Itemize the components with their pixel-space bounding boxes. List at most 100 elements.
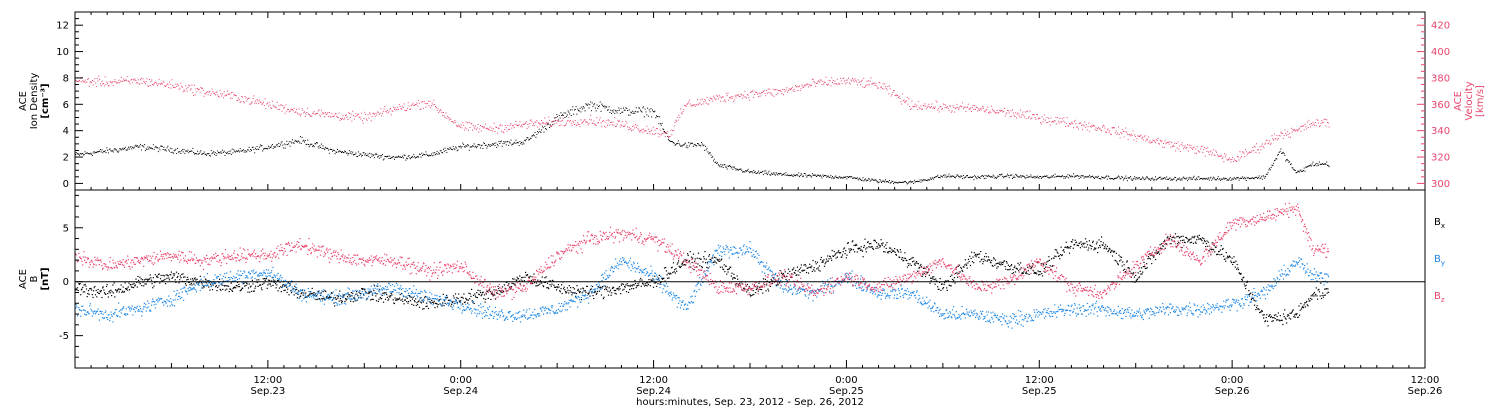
data-point bbox=[830, 85, 832, 87]
data-point bbox=[295, 139, 297, 141]
data-point bbox=[437, 304, 439, 306]
data-point bbox=[549, 127, 551, 128]
data-point bbox=[978, 108, 980, 110]
data-point bbox=[951, 110, 953, 112]
data-point bbox=[694, 260, 696, 262]
data-point bbox=[1086, 244, 1089, 246]
data-point bbox=[394, 108, 395, 110]
data-point bbox=[1002, 176, 1004, 177]
data-point bbox=[433, 300, 435, 302]
data-point bbox=[462, 142, 464, 144]
data-point bbox=[496, 143, 498, 145]
data-point bbox=[477, 289, 479, 291]
data-point bbox=[215, 155, 217, 156]
data-point bbox=[611, 124, 613, 126]
data-point bbox=[1150, 179, 1152, 181]
data-point bbox=[364, 154, 366, 156]
data-point bbox=[1222, 156, 1224, 158]
data-point bbox=[382, 110, 384, 112]
data-point bbox=[622, 111, 624, 113]
data-point bbox=[473, 143, 475, 145]
data-point bbox=[160, 84, 162, 86]
data-point bbox=[214, 283, 216, 285]
data-point bbox=[221, 95, 223, 97]
data-point bbox=[1094, 248, 1096, 250]
data-point bbox=[851, 80, 853, 82]
data-point bbox=[193, 152, 195, 153]
data-point bbox=[1214, 178, 1216, 180]
data-point bbox=[512, 125, 514, 127]
data-point bbox=[94, 78, 96, 80]
data-point bbox=[495, 142, 497, 144]
data-point bbox=[739, 282, 741, 284]
data-point bbox=[737, 284, 739, 286]
data-point bbox=[765, 290, 767, 292]
data-point bbox=[75, 80, 77, 82]
data-point bbox=[770, 174, 772, 176]
data-point bbox=[349, 117, 351, 118]
data-point bbox=[79, 152, 81, 154]
data-point bbox=[799, 176, 800, 178]
data-point bbox=[1004, 175, 1006, 177]
data-point bbox=[1257, 149, 1259, 151]
data-point bbox=[274, 283, 277, 285]
data-point bbox=[248, 97, 250, 99]
data-point bbox=[618, 121, 620, 123]
data-point bbox=[1089, 174, 1091, 176]
data-point bbox=[240, 101, 242, 103]
data-point bbox=[344, 117, 346, 119]
data-point bbox=[712, 261, 714, 263]
data-point bbox=[295, 292, 297, 294]
data-point bbox=[640, 110, 642, 112]
data-point bbox=[413, 304, 415, 306]
data-point bbox=[382, 159, 384, 161]
data-point bbox=[623, 107, 624, 109]
data-point bbox=[546, 123, 548, 125]
data-point bbox=[691, 142, 693, 144]
data-point bbox=[587, 292, 589, 294]
data-point bbox=[330, 116, 332, 118]
data-point bbox=[1197, 236, 1199, 238]
data-point bbox=[1163, 177, 1164, 179]
data-point bbox=[1159, 244, 1161, 246]
data-point bbox=[1306, 121, 1308, 123]
data-point bbox=[1261, 145, 1263, 147]
data-point bbox=[91, 82, 93, 84]
data-point bbox=[812, 79, 814, 81]
data-point bbox=[200, 150, 202, 152]
data-point bbox=[474, 293, 476, 295]
data-point bbox=[274, 106, 276, 108]
data-point bbox=[393, 156, 395, 158]
data-point bbox=[608, 287, 610, 289]
data-point bbox=[646, 285, 648, 287]
data-point bbox=[771, 280, 773, 282]
data-point bbox=[1297, 170, 1299, 172]
data-point bbox=[590, 288, 592, 290]
data-point bbox=[884, 181, 886, 183]
data-point bbox=[940, 283, 943, 285]
data-point bbox=[531, 135, 533, 137]
data-point bbox=[335, 151, 337, 153]
data-point bbox=[1079, 247, 1081, 249]
data-point bbox=[357, 156, 359, 158]
data-point bbox=[881, 182, 882, 183]
data-point bbox=[296, 108, 297, 110]
data-point bbox=[1191, 241, 1193, 243]
data-point bbox=[481, 126, 483, 127]
data-point bbox=[561, 292, 563, 295]
data-point bbox=[656, 116, 658, 118]
data-point bbox=[1167, 178, 1169, 180]
data-point bbox=[807, 86, 809, 88]
data-point bbox=[1036, 177, 1038, 179]
data-point bbox=[77, 81, 79, 82]
data-point bbox=[802, 269, 804, 271]
data-point bbox=[815, 263, 817, 265]
data-point bbox=[395, 299, 397, 301]
data-point bbox=[787, 272, 789, 274]
data-point bbox=[329, 148, 331, 150]
data-point bbox=[605, 287, 607, 289]
data-point bbox=[885, 86, 886, 88]
data-point bbox=[1184, 178, 1186, 180]
data-point bbox=[1179, 236, 1181, 238]
data-point bbox=[1153, 139, 1155, 141]
